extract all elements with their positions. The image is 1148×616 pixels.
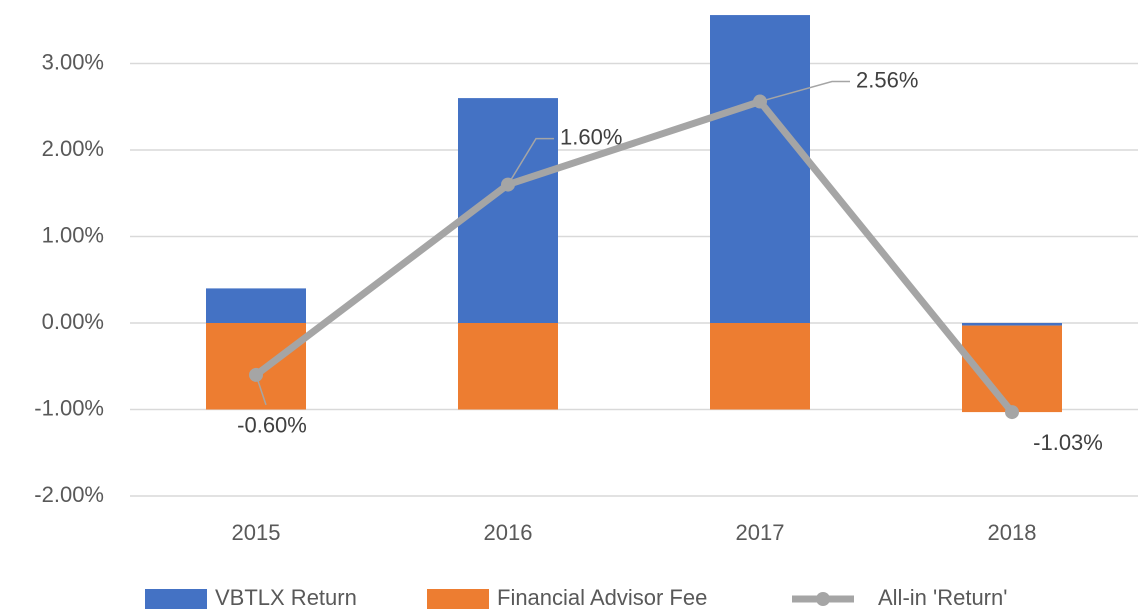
bar (710, 15, 810, 324)
y-tick-label: 0.00% (42, 309, 104, 334)
leader-line (759, 80, 850, 103)
y-tick-label: 2.00% (42, 136, 104, 161)
bar (458, 323, 558, 410)
leader-line (255, 374, 267, 406)
x-tick-label: 2015 (232, 520, 281, 545)
bar (710, 323, 810, 410)
data-label: -1.03% (1033, 430, 1103, 455)
data-label: 1.60% (560, 124, 622, 149)
legend-label: Financial Advisor Fee (497, 585, 707, 610)
x-tick-label: 2016 (484, 520, 533, 545)
y-tick-label: 3.00% (42, 49, 104, 74)
x-tick-label: 2017 (736, 520, 785, 545)
data-label: -0.60% (237, 413, 307, 438)
bar (206, 288, 306, 323)
x-tick-label: 2018 (988, 520, 1037, 545)
bar (962, 323, 1062, 326)
data-label: 2.56% (856, 67, 918, 92)
bar (206, 323, 306, 410)
line-point (1005, 405, 1019, 420)
leader-line (507, 137, 554, 185)
legend-label: All-in 'Return' (878, 585, 1007, 610)
y-tick-label: -2.00% (34, 482, 104, 507)
legend-swatch (427, 589, 489, 609)
legend-label: VBTLX Return (215, 585, 357, 610)
y-tick-label: -1.00% (34, 395, 104, 420)
legend-swatch (145, 589, 207, 609)
legend-swatch (816, 592, 830, 606)
line (253, 98, 1015, 415)
y-tick-label: 1.00% (42, 222, 104, 247)
